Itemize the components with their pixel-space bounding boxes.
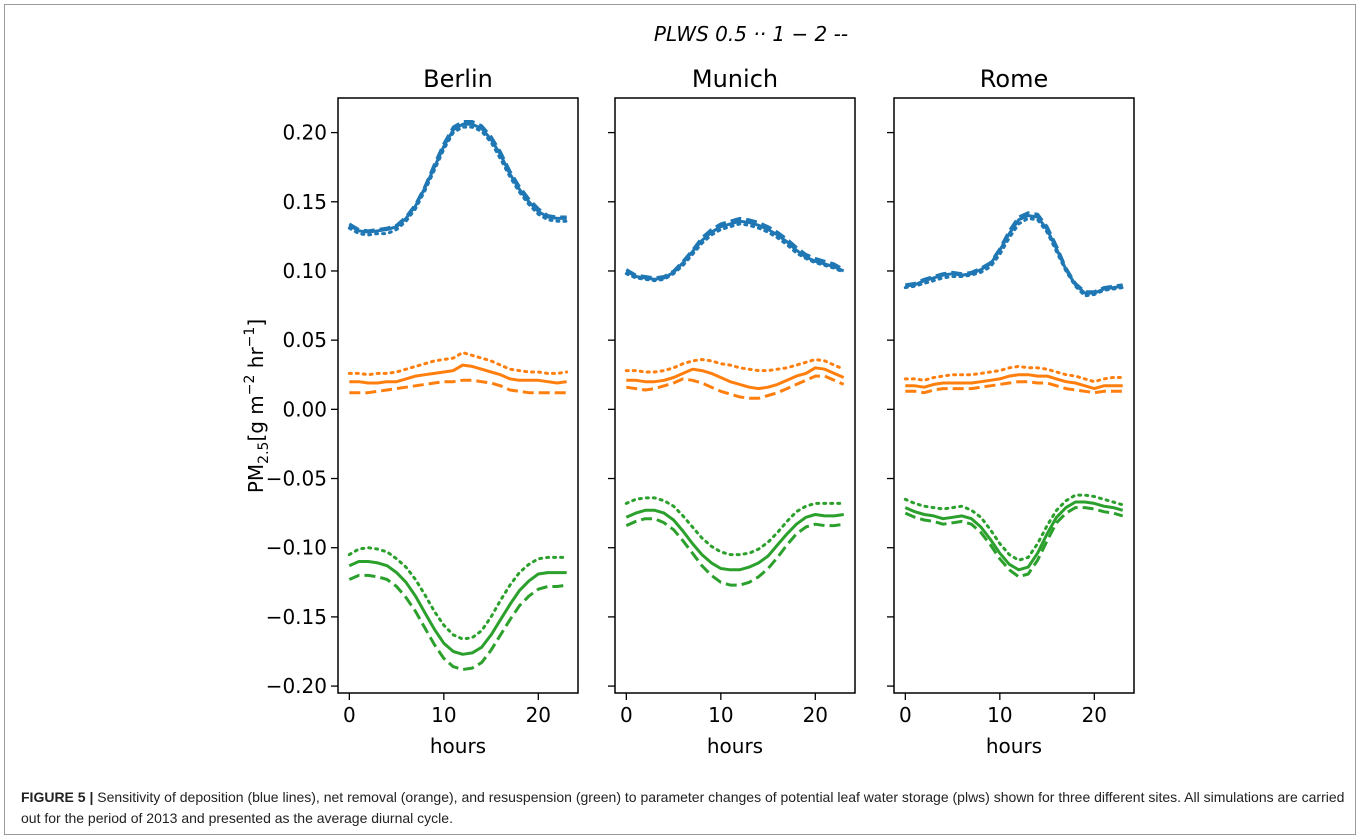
- series-line-resuspension-plws-1: [625, 508, 844, 572]
- series-line-deposition-plws-1: [625, 219, 845, 281]
- series-line-resuspension-plws-1: [904, 500, 1124, 572]
- y-axis-label-part: −2: [242, 375, 258, 396]
- y-axis-label-part: hr: [244, 347, 268, 375]
- x-tick-label: 10: [987, 703, 1012, 727]
- y-tick-label: −0.05: [266, 467, 327, 491]
- y-tick-label: −0.15: [266, 605, 327, 629]
- panel-berlin: Berlin −0.20 −0.15 −0.10 −0.05 0.00 0.05 0.10 0.…: [266, 65, 579, 758]
- series-line-deposition-plws-0.5: [624, 222, 846, 283]
- y-axis-label-text: PM2.5[g m−2 hr−1]: [242, 319, 272, 493]
- axes-frame: [337, 97, 579, 694]
- series-line-net_removal-plws-1: [626, 366, 845, 391]
- series-line-net_removal-plws-1: [905, 373, 1123, 391]
- panel-munich: Munich 0 10 20 hours: [608, 65, 856, 758]
- y-axis-label-part: −1: [242, 327, 258, 348]
- y-tick-label: 0.10: [282, 259, 327, 283]
- series-line-resuspension-plws-0.5: [347, 546, 569, 641]
- x-tick-label: 0: [620, 703, 633, 727]
- series-line-resuspension-plws-0.5: [903, 493, 1125, 562]
- series-line-deposition-plws-1: [905, 214, 1123, 295]
- chart-panels: Berlin −0.20 −0.15 −0.10 −0.05 0.00 0.05 0.10 0.…: [266, 65, 1135, 758]
- legend-text: PLWS 0.5 ·· 1 − 2 --: [654, 22, 848, 46]
- chart-svg: PLWS 0.5 ·· 1 − 2 -- Berlin −0.20 −0.15 −0.…: [242, 22, 1135, 758]
- x-tick-label: 20: [1082, 703, 1107, 727]
- y-axis-label-part: PM: [244, 464, 268, 493]
- series-line-net_removal-plws-2: [349, 378, 567, 395]
- x-tick-label: 0: [899, 703, 912, 727]
- y-axis-label: PM2.5[g m−2 hr−1]: [242, 319, 272, 493]
- panel-rome: Rome 0 10 20 hours: [887, 65, 1135, 758]
- x-axis-label: hours: [986, 734, 1042, 758]
- y-tick-label: 0.20: [282, 121, 327, 145]
- series-line-resuspension-plws-2: [904, 506, 1124, 579]
- series-line-deposition-plws-2: [905, 211, 1123, 294]
- y-axis-label-part: [g m: [244, 395, 268, 441]
- series-line-deposition-plws-0.5: [903, 216, 1125, 298]
- series-line-resuspension-plws-2: [625, 517, 844, 587]
- panel-title: Munich: [692, 65, 778, 93]
- y-tick-label: 0.00: [282, 397, 327, 421]
- series-line-net_removal-plws-0.5: [624, 358, 846, 374]
- series-line-resuspension-plws-2: [348, 573, 567, 671]
- figure-caption: FIGURE 5 | Sensitivity of deposition (bl…: [21, 787, 1351, 829]
- y-tick-label: 0.05: [282, 328, 327, 352]
- y-axis-label-part: 2.5: [256, 442, 272, 464]
- series-line-resuspension-plws-1: [348, 560, 567, 656]
- series-line-deposition-plws-1: [348, 122, 567, 234]
- x-tick-label: 10: [708, 703, 733, 727]
- series-line-resuspension-plws-0.5: [624, 496, 846, 557]
- panel-title: Berlin: [423, 65, 493, 93]
- y-tick-label: −0.20: [266, 674, 327, 698]
- y-tick-label: 0.15: [282, 190, 327, 214]
- x-axis-label: hours: [430, 734, 486, 758]
- series-line-net_removal-plws-2: [905, 380, 1123, 395]
- series-line-net_removal-plws-1: [349, 363, 567, 385]
- y-tick-label: −0.10: [266, 536, 327, 560]
- axes-frame: [893, 97, 1135, 694]
- x-axis-label: hours: [707, 734, 763, 758]
- panel-title: Rome: [980, 65, 1048, 93]
- x-tick-label: 10: [431, 703, 456, 727]
- series-line-deposition-plws-2: [348, 120, 567, 233]
- x-tick-label: 0: [343, 703, 356, 727]
- series-line-net_removal-plws-0.5: [347, 351, 569, 377]
- series-line-deposition-plws-2: [625, 216, 845, 280]
- series-line-net_removal-plws-0.5: [903, 364, 1125, 384]
- caption-label: FIGURE 5 |: [21, 789, 94, 805]
- figure-frame: PLWS 0.5 ·· 1 − 2 -- Berlin −0.20 −0.15 −0.…: [4, 4, 1356, 835]
- caption-text: Sensitivity of deposition (blue lines), …: [21, 789, 1345, 826]
- x-tick-label: 20: [803, 703, 828, 727]
- y-axis-label-part: ]: [244, 319, 268, 327]
- axes-frame: [614, 97, 856, 694]
- x-tick-label: 20: [526, 703, 551, 727]
- series-line-deposition-plws-0.5: [347, 125, 569, 237]
- series-line-net_removal-plws-2: [626, 374, 845, 400]
